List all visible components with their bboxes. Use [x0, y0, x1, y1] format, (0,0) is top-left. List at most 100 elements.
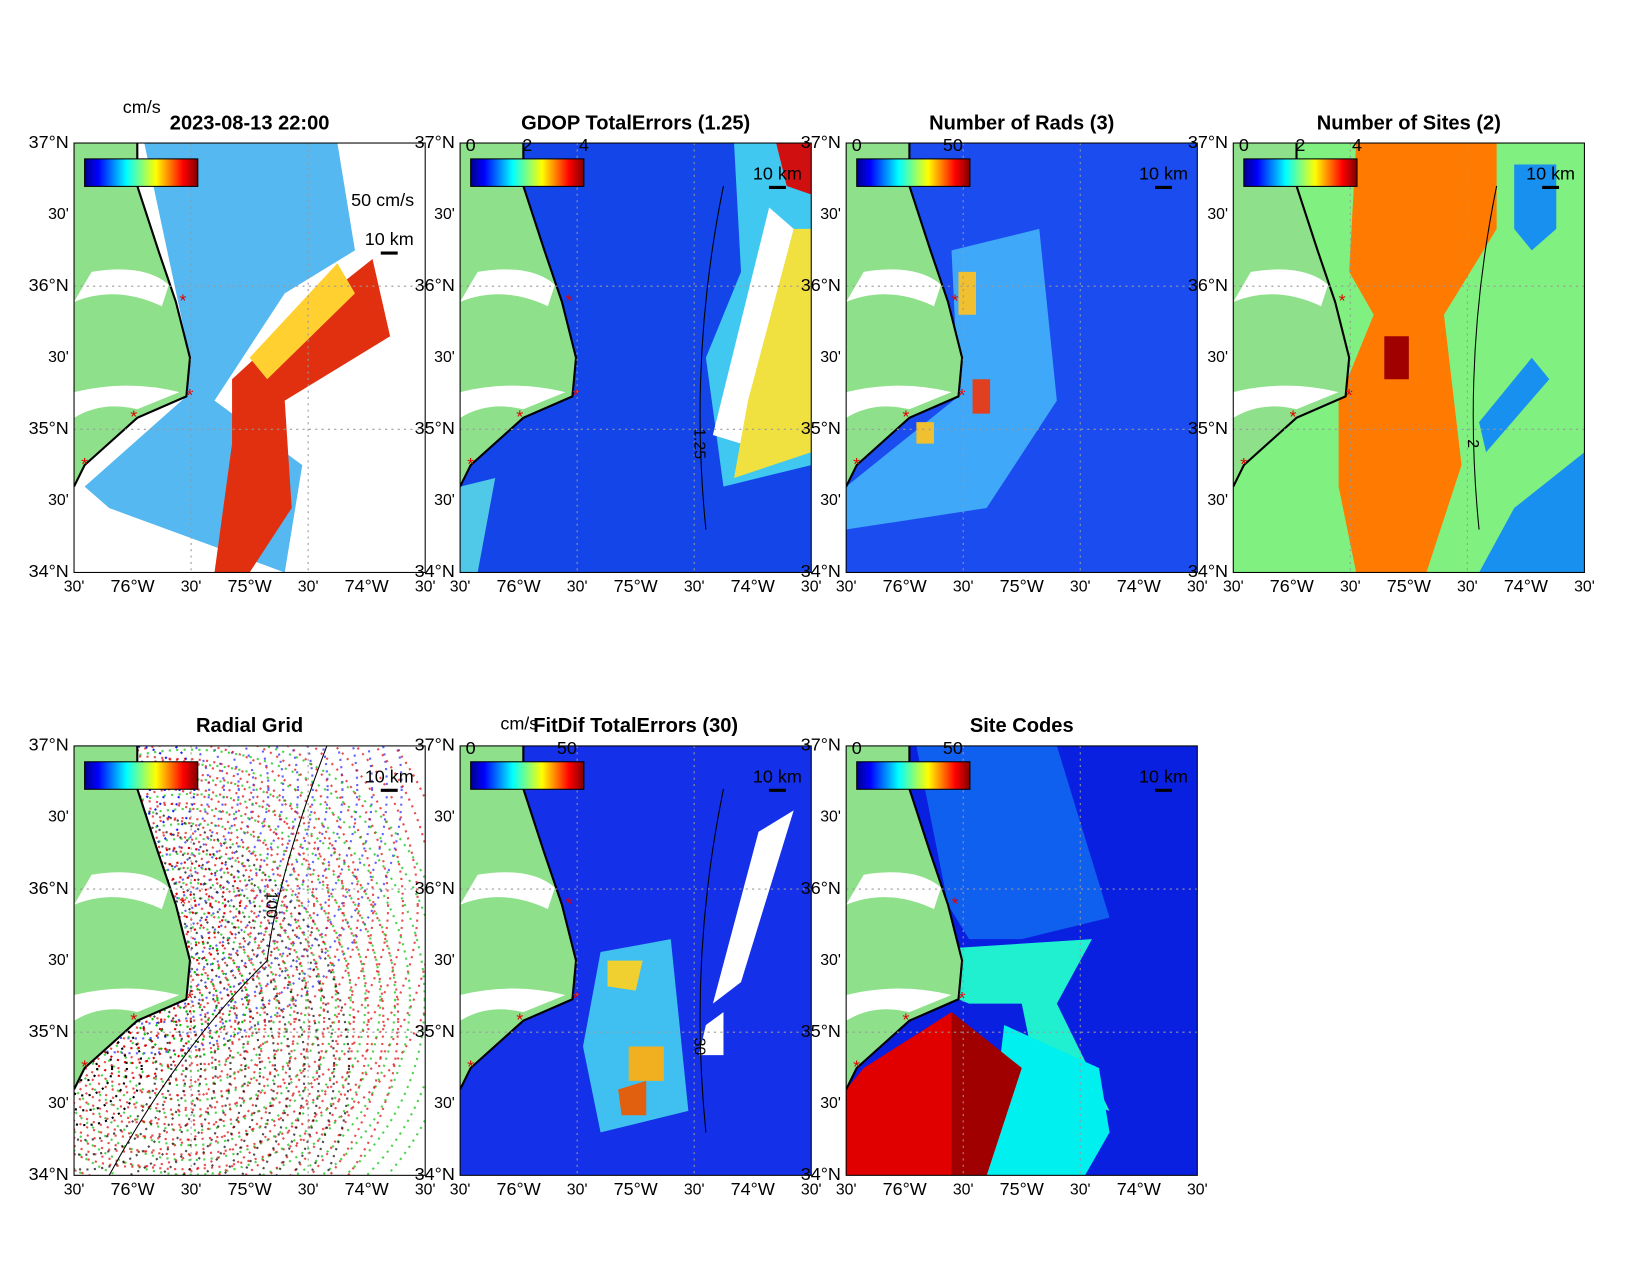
- site-marker: *: [565, 291, 572, 311]
- lat-label: 30': [434, 1095, 455, 1112]
- radial-ring: [74, 832, 321, 1176]
- lon-label: 30': [684, 578, 705, 595]
- lon-label: 74°W: [731, 1179, 775, 1199]
- lon-label: 76°W: [497, 1179, 541, 1199]
- lat-label: 37°N: [415, 735, 455, 755]
- site-marker: *: [81, 1057, 88, 1077]
- lat-label: 30': [434, 349, 455, 366]
- lat-label: 35°N: [29, 418, 69, 438]
- lat-label: 30': [820, 492, 841, 509]
- lon-label: 74°W: [1117, 1179, 1161, 1199]
- data-region: [916, 745, 1110, 940]
- lon-label: 76°W: [1270, 576, 1314, 596]
- lon-label: 30': [1574, 578, 1595, 595]
- contour: [699, 185, 724, 530]
- site-marker: *: [952, 894, 959, 914]
- map-area: *****: [460, 745, 812, 1176]
- radial-ring: [116, 926, 263, 1073]
- lon-label: 74°W: [731, 576, 775, 596]
- lon-label: 75°W: [1387, 576, 1431, 596]
- lon-label: 76°W: [110, 576, 154, 596]
- lat-label: 37°N: [1188, 132, 1228, 152]
- radial-ring: [74, 778, 411, 1176]
- lon-label: 30': [801, 578, 822, 595]
- data-region: [1338, 143, 1497, 573]
- lat-label: 37°N: [29, 132, 69, 152]
- map-panel: *****37°N30'36°N30'35°N30'34°N30'76°W30'…: [415, 714, 822, 1199]
- scale-bar-label: 10 km: [365, 229, 414, 249]
- data-region: [249, 263, 355, 380]
- lon-label: 30': [567, 578, 588, 595]
- lat-label: 35°N: [1188, 418, 1228, 438]
- colorbar-tick: 2: [1295, 135, 1305, 155]
- scale-bar-label: 10 km: [1139, 164, 1188, 184]
- lat-label: 35°N: [415, 418, 455, 438]
- site-marker: *: [130, 407, 137, 427]
- lat-label: 35°N: [801, 418, 841, 438]
- lat-label: 36°N: [801, 275, 841, 295]
- data-region: [734, 228, 812, 478]
- lat-label: 36°N: [29, 878, 69, 898]
- scale-bar-label: 10 km: [753, 766, 802, 786]
- map-panel: *****37°N30'36°N30'35°N30'34°N30'76°W30'…: [415, 112, 822, 596]
- colorbar-tick: 0: [1239, 135, 1249, 155]
- coastline: [460, 745, 578, 1090]
- axes-frame: [845, 142, 1198, 573]
- map-panel: *****37°N30'36°N30'35°N30'34°N30'76°W30'…: [801, 112, 1208, 596]
- radial-ring: [74, 888, 266, 1153]
- panel-title: Site Codes: [970, 715, 1074, 737]
- map-panel: *****37°N30'36°N30'35°N30'34°N30'76°W30'…: [29, 715, 436, 1199]
- contour: [699, 788, 724, 1133]
- coastline: [74, 745, 192, 1090]
- lat-label: 37°N: [801, 132, 841, 152]
- site-marker: *: [186, 385, 193, 405]
- radial-ring: [74, 814, 340, 1176]
- data-region: [846, 228, 1057, 530]
- lat-label: 30': [434, 809, 455, 826]
- lat-label: 35°N: [29, 1021, 69, 1041]
- lat-label: 30': [1207, 349, 1228, 366]
- data-region: [460, 478, 496, 573]
- site-marker: *: [959, 385, 966, 405]
- lat-label: 36°N: [801, 878, 841, 898]
- contour: [108, 745, 328, 1176]
- lat-label: 34°N: [801, 561, 841, 581]
- lon-label: 30': [567, 1181, 588, 1198]
- map-area: *****: [846, 143, 1198, 573]
- lon-label: 74°W: [345, 576, 389, 596]
- coastline: [1233, 143, 1351, 488]
- lon-label: 76°W: [110, 1179, 154, 1199]
- colorbar-tick: 4: [579, 135, 589, 155]
- lon-label: 30': [1070, 1181, 1091, 1198]
- lat-label: 30': [434, 492, 455, 509]
- lat-label: 36°N: [415, 878, 455, 898]
- lat-label: 30': [820, 349, 841, 366]
- data-region: [1384, 336, 1409, 380]
- radial-ring: [74, 772, 316, 1037]
- site-marker: *: [565, 894, 572, 914]
- data-region: [628, 1046, 664, 1081]
- lon-label: 30': [450, 1181, 471, 1198]
- data-region: [776, 143, 812, 195]
- lon-label: 30': [1187, 578, 1208, 595]
- lon-label: 30': [1340, 578, 1361, 595]
- lat-label: 34°N: [801, 1164, 841, 1184]
- radial-ring: [74, 745, 344, 996]
- lat-label: 30': [820, 1095, 841, 1112]
- lon-label: 30': [1187, 1181, 1208, 1198]
- data-region: [916, 422, 934, 444]
- data-region: [618, 1080, 647, 1116]
- radial-ring: [74, 837, 352, 1162]
- colorbar-tick: 0: [852, 135, 862, 155]
- site-marker: *: [572, 385, 579, 405]
- lat-label: 34°N: [415, 561, 455, 581]
- colorbar-tick: 4: [1352, 135, 1362, 155]
- radial-ring: [74, 745, 419, 1141]
- lat-label: 34°N: [29, 1164, 69, 1184]
- lon-label: 30': [415, 1181, 436, 1198]
- lon-label: 30': [801, 1181, 822, 1198]
- site-marker: *: [853, 1057, 860, 1077]
- lon-label: 30': [1223, 578, 1244, 595]
- colorbar-tick: 0: [852, 738, 862, 758]
